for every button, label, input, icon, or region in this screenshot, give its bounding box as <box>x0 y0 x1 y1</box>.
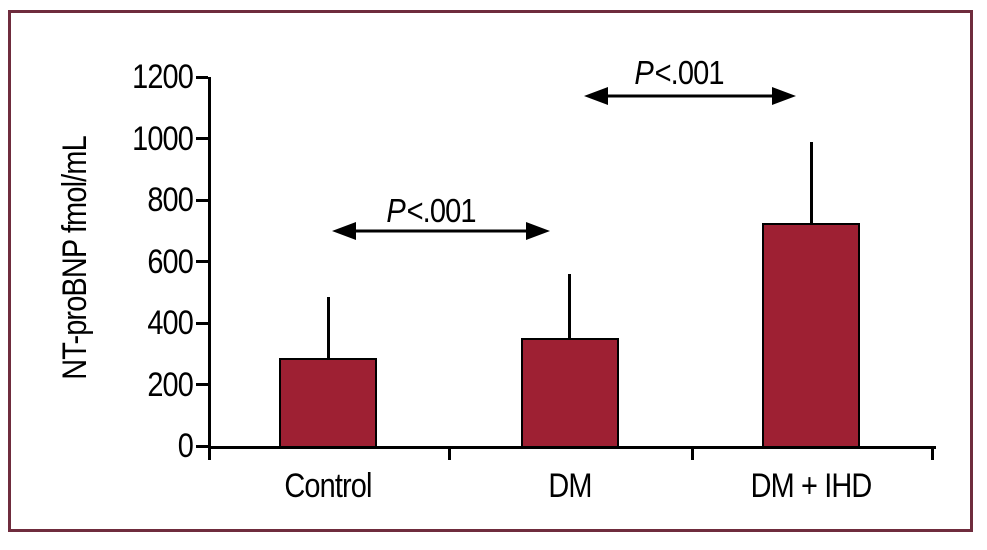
arrowhead-right-icon <box>526 222 550 240</box>
figure-frame: NT-proBNP fmol/mL 0 200 400 600 800 1000 1200 C… <box>8 10 973 532</box>
error-bar-control <box>326 296 330 359</box>
y-tick-label: 400 <box>147 304 194 342</box>
y-axis-tick <box>196 198 208 202</box>
y-axis-tick <box>196 444 208 448</box>
double-headed-arrow <box>332 222 550 240</box>
y-axis-tick <box>196 75 208 79</box>
x-axis-tick <box>691 446 694 460</box>
arrowhead-right-icon <box>772 87 796 105</box>
arrow-shaft <box>348 229 534 233</box>
x-category-label-control: Control <box>284 467 372 505</box>
arrowhead-left-icon <box>584 87 608 105</box>
y-axis-tick <box>196 383 208 386</box>
double-headed-arrow <box>584 87 796 105</box>
x-axis-tick <box>931 446 934 460</box>
x-category-label-dm-ihd: DM + IHD <box>750 467 873 505</box>
bar-control <box>279 358 377 448</box>
bar-dm-ihd <box>762 223 860 448</box>
p-value-text: <.001 <box>654 54 725 91</box>
error-bar-dm-ihd <box>809 141 813 224</box>
y-axis-tick <box>196 260 208 263</box>
y-tick-label: 0 <box>177 427 194 465</box>
y-tick-label: 200 <box>147 365 194 404</box>
arrow-shaft <box>600 94 780 98</box>
y-tick-label: 1200 <box>132 58 194 96</box>
y-axis-tick <box>196 137 208 140</box>
x-axis-tick <box>448 446 451 460</box>
y-axis-line <box>208 77 211 460</box>
bar-chart: 0 200 400 600 800 1000 1200 Control DM DM + IHD <box>11 13 970 529</box>
error-bar-dm <box>568 273 571 339</box>
bar-dm <box>520 338 619 448</box>
p-value-symbol: P <box>634 54 653 91</box>
p-value-label: P<.001 <box>386 192 477 229</box>
p-value-text: <.001 <box>406 192 477 229</box>
y-axis-tick <box>196 321 208 325</box>
y-tick-label: 1000 <box>132 119 194 158</box>
arrowhead-left-icon <box>332 222 356 240</box>
x-category-label-dm: DM <box>547 467 592 505</box>
p-value-label: P<.001 <box>634 54 725 91</box>
y-tick-label: 800 <box>147 181 194 219</box>
y-tick-label: 600 <box>147 242 194 281</box>
p-value-symbol: P <box>386 192 405 229</box>
